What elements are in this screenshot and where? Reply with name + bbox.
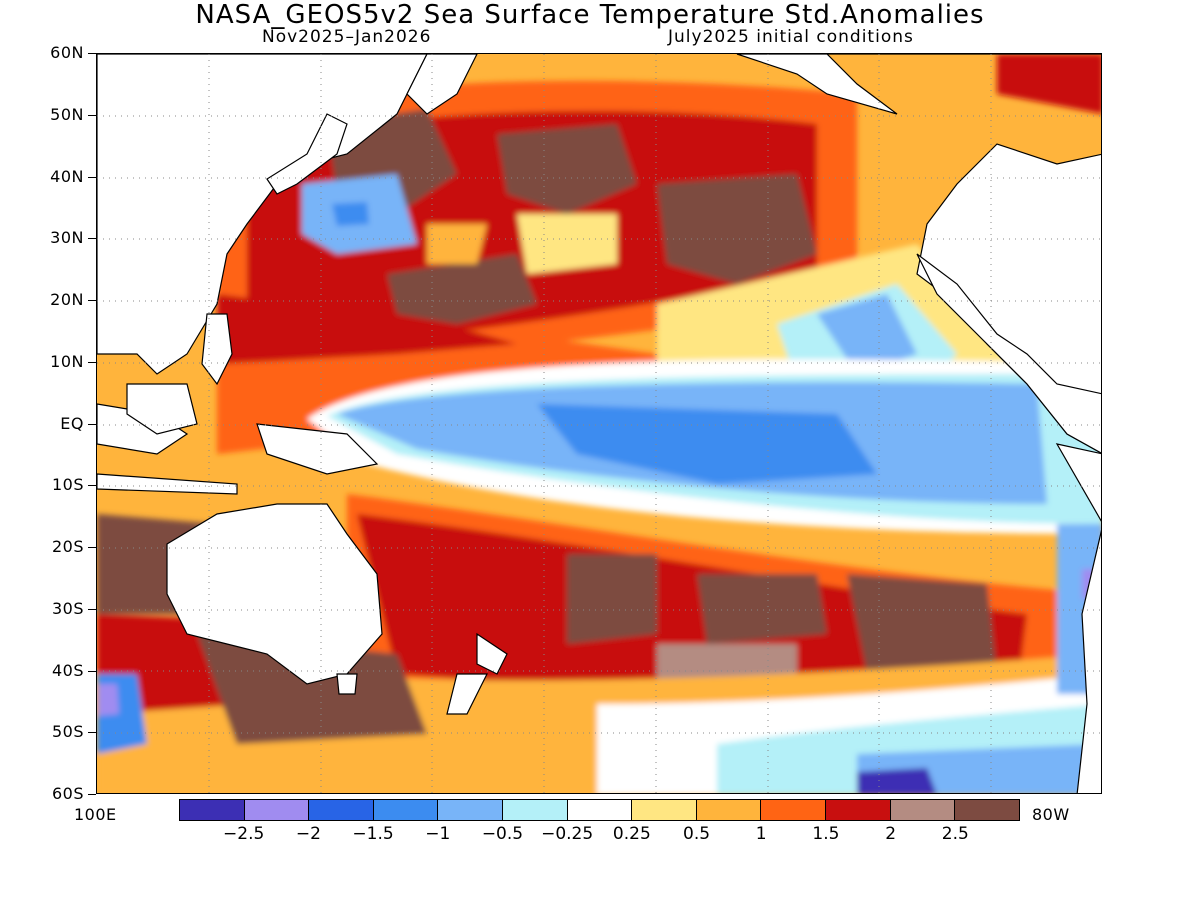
kamchatka bbox=[406, 54, 478, 115]
asia bbox=[97, 54, 428, 375]
latitude-tick bbox=[88, 114, 96, 116]
latitude-tick bbox=[88, 423, 96, 425]
map-title: NASA_GEOS5v2 Sea Surface Temperature Std… bbox=[195, 0, 985, 30]
latitude-label: 40S bbox=[51, 660, 84, 680]
colorbar-segment bbox=[567, 800, 633, 820]
southern-ocean-deep bbox=[857, 768, 937, 793]
latitude-label: 60S bbox=[51, 784, 84, 803]
latitude-label: 30N bbox=[50, 228, 84, 248]
colorbar-label: 1 bbox=[755, 824, 767, 844]
south-america bbox=[1055, 443, 1101, 793]
northeast-cool-2 bbox=[817, 294, 917, 374]
colorbar-label: −2.5 bbox=[223, 824, 265, 844]
latitude-label: 10N bbox=[50, 351, 84, 371]
north-extreme-4 bbox=[387, 254, 537, 324]
australia bbox=[166, 503, 383, 685]
equatorial-cold-core bbox=[537, 404, 877, 484]
colorbar-label: −1.5 bbox=[352, 824, 394, 844]
nw-cool-core bbox=[332, 202, 369, 226]
latitude-label: 20S bbox=[51, 537, 84, 556]
latitude-label: 50N bbox=[50, 104, 84, 124]
south-moderate-1 bbox=[657, 644, 797, 684]
colorbar-label: 0.25 bbox=[612, 824, 651, 844]
colorbar-label: −1 bbox=[425, 824, 451, 844]
north-atlantic-warm bbox=[997, 54, 1101, 114]
colorbar-segment bbox=[761, 800, 827, 820]
latitude-label: EQ bbox=[60, 413, 84, 433]
new-zealand-north bbox=[476, 632, 508, 675]
landmasses bbox=[97, 54, 1101, 793]
latitude-label: 30S bbox=[51, 598, 84, 618]
latitude-tick bbox=[88, 361, 96, 363]
latitude-label: 10S bbox=[51, 475, 84, 495]
latitude-tick bbox=[88, 238, 96, 240]
latitude-tick bbox=[88, 794, 96, 795]
latitude-tick bbox=[88, 485, 96, 487]
latitude-label: 40N bbox=[50, 166, 84, 186]
colorbar-segment bbox=[632, 800, 697, 820]
new-zealand-south bbox=[446, 673, 488, 715]
indonesia-2 bbox=[97, 473, 238, 495]
south-extreme-1 bbox=[567, 554, 657, 644]
colorbar-segment bbox=[244, 800, 310, 820]
anomaly-map-graphic bbox=[97, 54, 1101, 793]
initial-conditions: July2025 initial conditions bbox=[668, 27, 914, 47]
colorbar-label: −0.25 bbox=[541, 824, 594, 844]
new-guinea bbox=[256, 423, 379, 475]
longitude-min-label: 100E bbox=[74, 805, 117, 824]
latitude-label: 20N bbox=[50, 290, 84, 309]
north-extreme-2 bbox=[497, 124, 637, 214]
central-america bbox=[916, 253, 1101, 454]
south-pacific-strong bbox=[357, 514, 1027, 694]
latitude-tick bbox=[88, 300, 96, 301]
colorbar-segment bbox=[955, 800, 1019, 820]
latitude-label: 60N bbox=[50, 43, 84, 62]
latitude-label: 50S bbox=[51, 722, 84, 742]
colorbar-segment bbox=[696, 800, 762, 820]
latitude-tick bbox=[88, 547, 96, 548]
north-extreme-3 bbox=[657, 174, 817, 284]
colorbar-segment bbox=[309, 800, 374, 820]
colorbar-label: −0.5 bbox=[481, 824, 524, 844]
colorbar-label: 1.5 bbox=[812, 824, 840, 844]
south-extreme-2 bbox=[697, 574, 827, 644]
colorbar-label: 0.5 bbox=[683, 824, 711, 844]
north-america-coast bbox=[736, 54, 898, 115]
south-west-violet bbox=[97, 684, 119, 716]
japan bbox=[266, 113, 348, 195]
colorbar-segment bbox=[373, 800, 439, 820]
colorbar-segment bbox=[890, 800, 956, 820]
west-pacific-strong bbox=[217, 294, 517, 364]
latitude-tick bbox=[88, 732, 96, 734]
colorbar-segment bbox=[503, 800, 568, 820]
forecast-period: Nov2025–Jan2026 bbox=[262, 27, 432, 47]
colorbar-label: 2.5 bbox=[941, 824, 969, 844]
latitude-tick bbox=[88, 670, 96, 672]
anomaly-map bbox=[96, 53, 1102, 794]
latitude-tick bbox=[88, 608, 96, 610]
colorbar-label: 2 bbox=[885, 824, 897, 844]
colorbar-segment bbox=[438, 800, 504, 820]
colorbar bbox=[179, 799, 1020, 821]
north-moderate-2 bbox=[427, 224, 487, 264]
latitude-tick bbox=[88, 176, 96, 178]
colorbar-label: −2 bbox=[295, 824, 321, 844]
colorbar-segment bbox=[826, 800, 891, 820]
sw-extreme-2 bbox=[197, 634, 427, 744]
north-moderate-1 bbox=[517, 214, 617, 274]
south-extreme-3 bbox=[847, 574, 997, 674]
borneo bbox=[126, 383, 198, 435]
longitude-max-label: 80W bbox=[1032, 805, 1070, 824]
latitude-tick bbox=[88, 53, 96, 54]
colorbar-segment bbox=[180, 800, 245, 820]
tasmania bbox=[336, 673, 358, 695]
